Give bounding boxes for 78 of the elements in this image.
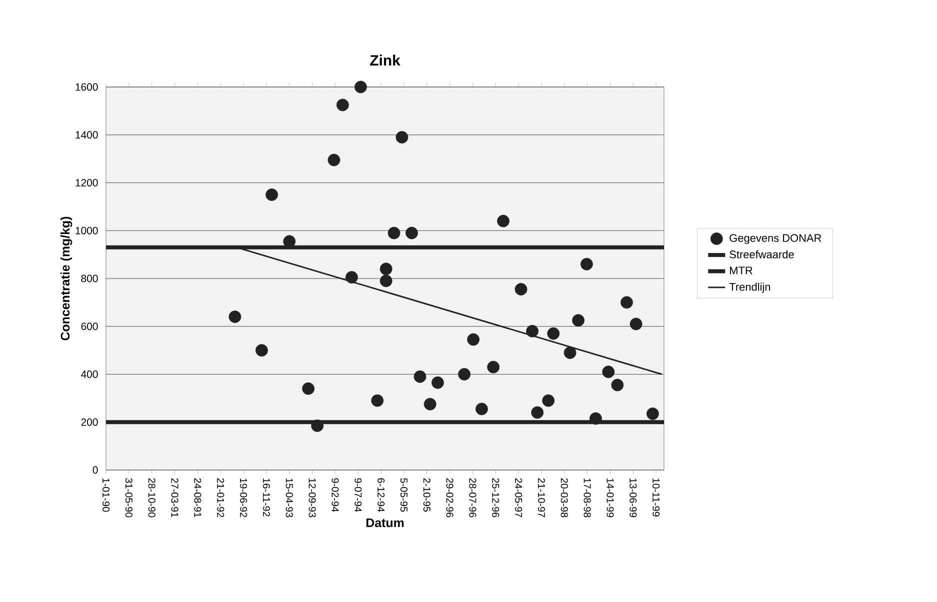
point xyxy=(646,408,659,420)
point xyxy=(256,344,268,357)
point xyxy=(602,366,615,378)
point xyxy=(514,283,528,296)
x-tick-label: 24-05-97 xyxy=(515,478,522,518)
point xyxy=(497,214,510,228)
x-tick-label: 6-12-94 xyxy=(378,478,385,512)
point xyxy=(328,154,340,166)
point xyxy=(266,188,278,201)
point xyxy=(476,402,488,416)
legend-label: Trendlijn xyxy=(729,282,770,293)
point xyxy=(345,271,358,284)
x-tick-label: 25-12-96 xyxy=(492,478,500,518)
point xyxy=(311,420,324,432)
x-tick-label: 10-11-99 xyxy=(652,478,660,516)
x-tick-label: 29-02-96 xyxy=(446,478,454,518)
point xyxy=(424,398,436,410)
point xyxy=(620,296,633,309)
y-tick-label: 1600 xyxy=(76,83,98,91)
x-tick-label: 20-03-98 xyxy=(560,478,568,518)
point xyxy=(547,327,560,340)
point xyxy=(630,318,642,330)
point xyxy=(580,258,593,270)
x-tick-label: 27-03-91 xyxy=(171,478,178,518)
x-tick-label: 2-10-95 xyxy=(423,478,430,512)
y-axis-title: Concentratie (mg/kg) xyxy=(60,216,72,340)
point xyxy=(388,226,400,240)
y-tick-label: 0 xyxy=(92,466,98,474)
y-tick-label: 800 xyxy=(81,274,98,282)
x-axis-title: Datum xyxy=(366,518,404,528)
point xyxy=(354,80,367,94)
legend-label: Gegevens DONAR xyxy=(730,234,822,244)
chart-title: Zink xyxy=(370,54,400,66)
x-tick-label: 9-07-94 xyxy=(354,478,362,512)
point xyxy=(590,412,602,425)
x-tick-label: 16-11-92 xyxy=(262,478,270,516)
point xyxy=(228,310,242,323)
point xyxy=(406,226,418,240)
point xyxy=(432,376,444,389)
x-tick-label: 21-01-92 xyxy=(217,478,224,518)
legend-label: MTR xyxy=(730,266,752,274)
x-tick-label: 24-08-91 xyxy=(194,478,202,518)
y-tick-label: 400 xyxy=(81,370,98,378)
x-tick-label: 14-01-99 xyxy=(606,478,614,518)
y-tick-label: 1400 xyxy=(76,131,98,139)
point xyxy=(336,98,349,112)
point xyxy=(414,370,426,383)
x-tick-label: 31-05-90 xyxy=(125,478,132,518)
point xyxy=(380,262,392,276)
point xyxy=(371,394,384,407)
legend-label: Streefwaarde xyxy=(730,250,794,258)
y-tick-label: 200 xyxy=(81,418,98,426)
point xyxy=(396,131,408,144)
point xyxy=(526,324,538,338)
point xyxy=(531,406,544,419)
x-tick-label: 5-05-95 xyxy=(400,478,408,512)
point xyxy=(487,360,500,374)
point xyxy=(458,368,471,380)
x-tick-label: 13-06-99 xyxy=(630,478,637,518)
x-tick-label: 1-01-90 xyxy=(102,478,110,512)
point xyxy=(380,274,392,288)
x-tick-label: 19-06-92 xyxy=(240,478,248,518)
x-tick-label: 28-10-90 xyxy=(148,478,156,518)
x-tick-label: 28-07-96 xyxy=(469,478,476,518)
x-tick-label: 21-10-97 xyxy=(538,478,545,518)
x-tick-label: 15-04-93 xyxy=(286,478,293,518)
point xyxy=(467,333,480,346)
x-tick-label: 12-09-93 xyxy=(308,478,316,518)
x-tick-label: 9-02-94 xyxy=(332,478,339,512)
point xyxy=(542,394,555,407)
y-tick-label: 600 xyxy=(81,322,98,330)
point xyxy=(564,346,576,359)
point xyxy=(611,378,624,392)
y-tick-label: 1000 xyxy=(76,226,98,234)
point xyxy=(302,382,314,395)
point xyxy=(572,314,584,327)
x-tick-label: 17-08-98 xyxy=(584,478,591,518)
y-tick-label: 1200 xyxy=(76,179,98,186)
